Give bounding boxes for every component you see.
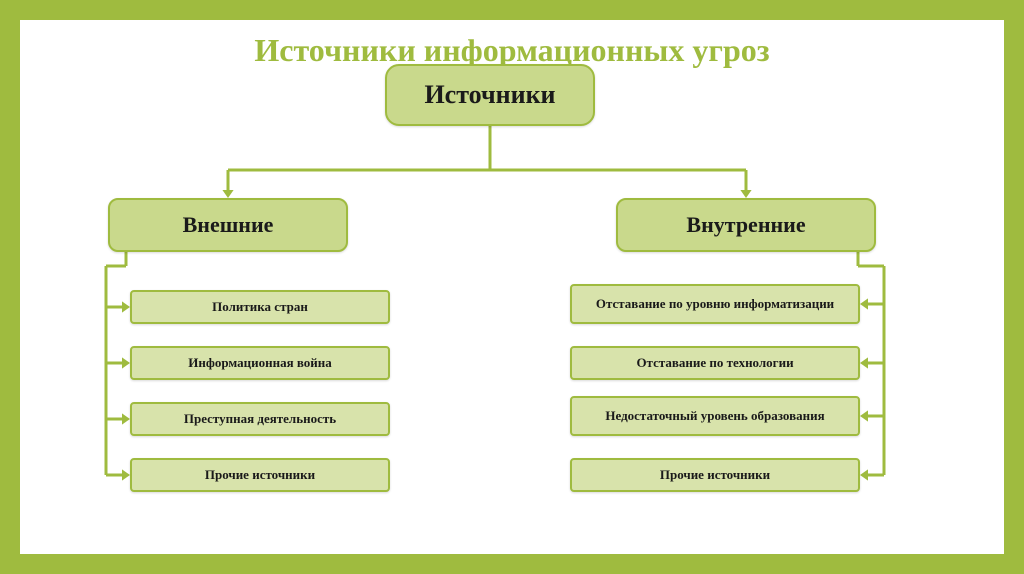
- leaf-node-0-2: Преступная деятельность: [130, 402, 390, 436]
- branch-node-0: Внешние: [108, 198, 348, 252]
- leaf-node-1-3: Прочие источники: [570, 458, 860, 492]
- leaf-node-0-0: Политика стран: [130, 290, 390, 324]
- branch-node-1: Внутренние: [616, 198, 876, 252]
- leaf-node-0-3: Прочие источники: [130, 458, 390, 492]
- root-node: Источники: [385, 64, 595, 126]
- leaf-node-1-0: Отставание по уровню информатизации: [570, 284, 860, 324]
- leaf-node-0-1: Информационная война: [130, 346, 390, 380]
- diagram-frame: Источники информационных угроз Источники…: [0, 0, 1024, 574]
- leaf-node-1-1: Отставание по технологии: [570, 346, 860, 380]
- leaf-node-1-2: Недостаточный уровень образования: [570, 396, 860, 436]
